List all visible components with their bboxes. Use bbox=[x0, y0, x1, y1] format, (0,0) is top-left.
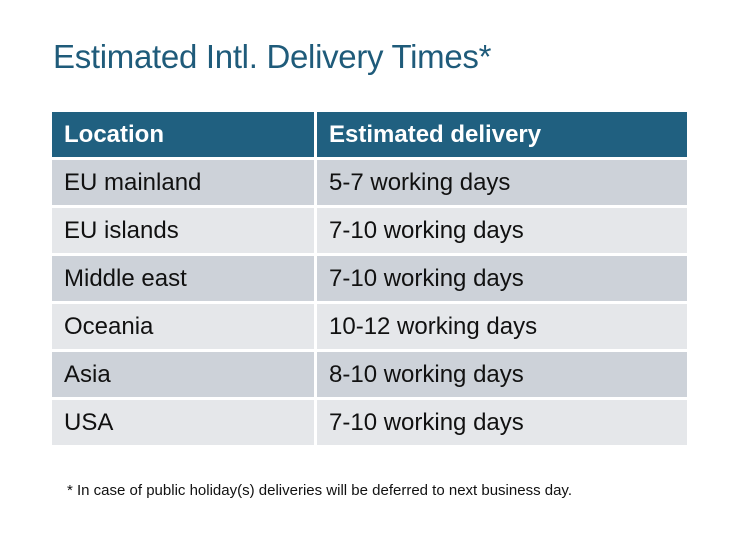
page-title: Estimated Intl. Delivery Times* bbox=[53, 38, 492, 75]
table-row: Oceania 10-12 working days bbox=[52, 304, 687, 349]
location-cell: USA bbox=[52, 400, 314, 445]
delivery-cell: 7-10 working days bbox=[317, 208, 687, 253]
header-estimated-delivery: Estimated delivery bbox=[317, 112, 687, 157]
location-cell: Asia bbox=[52, 352, 314, 397]
location-cell: EU islands bbox=[52, 208, 314, 253]
table-row: USA 7-10 working days bbox=[52, 400, 687, 445]
table-row: Middle east 7-10 working days bbox=[52, 256, 687, 301]
delivery-cell: 10-12 working days bbox=[317, 304, 687, 349]
delivery-cell: 5-7 working days bbox=[317, 160, 687, 205]
table-row: Asia 8-10 working days bbox=[52, 352, 687, 397]
table-row: EU mainland 5-7 working days bbox=[52, 160, 687, 205]
delivery-cell: 7-10 working days bbox=[317, 400, 687, 445]
location-cell: Oceania bbox=[52, 304, 314, 349]
table-row: EU islands 7-10 working days bbox=[52, 208, 687, 253]
delivery-cell: 8-10 working days bbox=[317, 352, 687, 397]
delivery-table: Location Estimated delivery EU mainland 5… bbox=[49, 109, 690, 448]
footnote: * In case of public holiday(s) deliverie… bbox=[67, 482, 572, 499]
delivery-cell: 7-10 working days bbox=[317, 256, 687, 301]
location-cell: Middle east bbox=[52, 256, 314, 301]
location-cell: EU mainland bbox=[52, 160, 314, 205]
table-header-row: Location Estimated delivery bbox=[52, 112, 687, 157]
header-location: Location bbox=[52, 112, 314, 157]
